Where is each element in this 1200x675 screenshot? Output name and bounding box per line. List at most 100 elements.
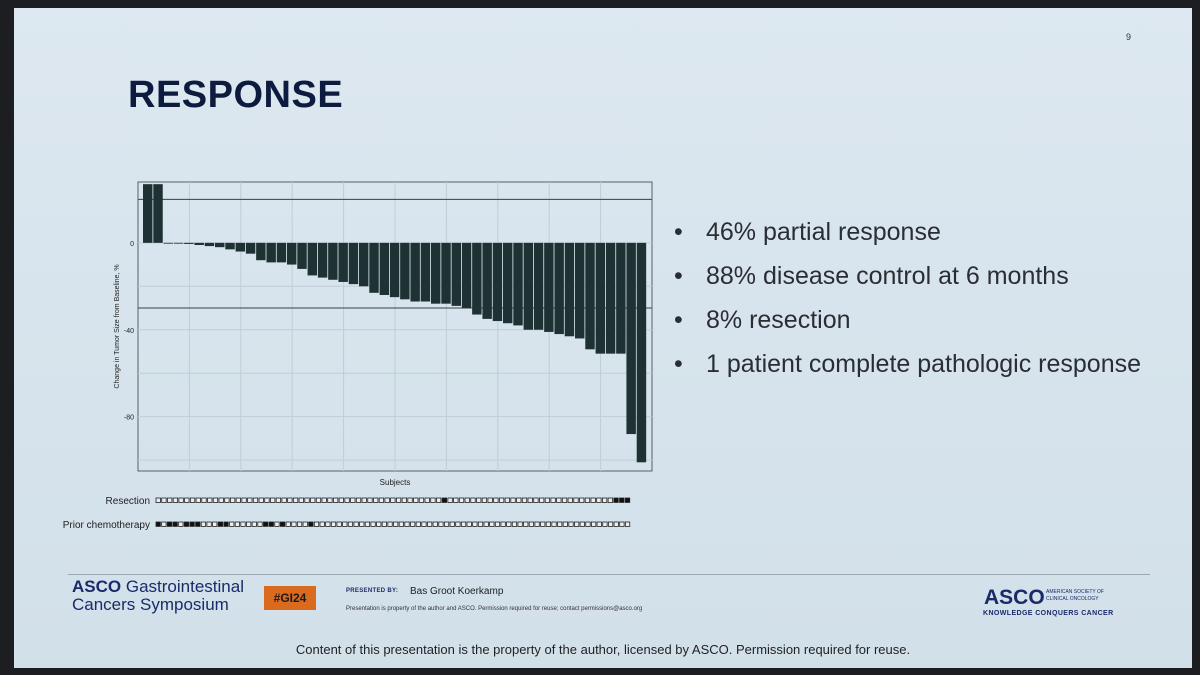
prior-chemo-square: [545, 521, 551, 527]
resection-square: [373, 497, 379, 503]
prior-chemo-square: [557, 521, 563, 527]
prior-chemo-square: [279, 521, 286, 527]
resection-square: [172, 497, 179, 503]
bar: [266, 242, 276, 263]
asco-tagline: KNOWLEDGE CONQUERS CANCER: [983, 610, 1114, 617]
prior-chemo-square: [596, 521, 602, 527]
y-tick-label: -40: [124, 328, 134, 335]
resection-square: [401, 497, 407, 503]
resection-square: [161, 497, 167, 503]
resection-square: [241, 497, 247, 503]
prior-chemo-square: [534, 521, 540, 527]
page-number: 9: [1126, 32, 1132, 42]
resection-square: [350, 497, 356, 503]
prior-chemo-square: [319, 521, 325, 527]
resection-square: [584, 497, 591, 503]
prior-chemo-square: [427, 521, 433, 527]
prior-chemo-square: [607, 521, 614, 527]
bar: [235, 242, 246, 252]
resection-square: [252, 497, 259, 503]
prior-chemo-square: [251, 521, 257, 527]
asco-society-line2: Clinical Oncology: [1046, 596, 1099, 602]
prior-chemo-square: [274, 521, 280, 527]
resection-square: [189, 497, 196, 503]
prior-chemo-square: [212, 521, 218, 527]
prior-chemo-square: [410, 521, 416, 527]
bar: [359, 242, 369, 287]
resection-square: [413, 497, 419, 503]
resection-square: [275, 497, 282, 503]
prior-chemo-square: [511, 521, 518, 527]
prior-chemo-square: [613, 521, 619, 527]
prior-chemo-square: [223, 521, 229, 527]
bar: [461, 242, 472, 309]
resection-square: [270, 497, 276, 503]
resection-square: [327, 497, 333, 503]
resection-square: [390, 497, 396, 503]
resection-square: [178, 497, 184, 503]
resection-row-label: Resection: [105, 496, 150, 507]
bar: [595, 242, 606, 354]
presenter-name: Bas Groot Koerkamp: [410, 586, 504, 597]
resection-square: [418, 497, 425, 503]
resection-square: [195, 497, 201, 503]
bar: [317, 242, 328, 278]
property-note: Presentation is property of the author a…: [346, 606, 643, 612]
resection-square: [315, 497, 322, 503]
resection-square: [476, 497, 482, 503]
resection-square: [395, 497, 402, 503]
prior-chemo-square: [370, 521, 376, 527]
resection-square: [493, 497, 499, 503]
prior-chemo-square: [568, 521, 574, 527]
resection-square: [264, 497, 270, 503]
resection-square: [579, 497, 585, 503]
bar: [184, 242, 194, 244]
bar: [492, 242, 503, 322]
bullet-list: • 46% partial response • 88% disease contr…: [674, 216, 1154, 392]
resection-square: [430, 497, 436, 503]
resection-square: [619, 497, 625, 503]
y-tick-label: 0: [130, 241, 134, 248]
bar: [503, 242, 513, 324]
prior-chemo-square: [528, 521, 535, 527]
resection-square: [310, 497, 316, 503]
resection-square: [458, 497, 465, 503]
prior-chemo-square: [466, 521, 472, 527]
symposium-line2: Cancers Symposium: [72, 595, 229, 614]
bar: [472, 242, 482, 315]
bar: [636, 242, 647, 463]
resection-square: [567, 497, 573, 503]
resection-square: [607, 497, 613, 503]
prior-chemo-square: [313, 521, 320, 527]
prior-chemo-square: [477, 521, 484, 527]
bar: [451, 242, 462, 306]
prior-chemo-square: [432, 521, 438, 527]
bar: [256, 242, 266, 261]
y-tick-label: -80: [124, 415, 134, 422]
bar: [369, 242, 379, 293]
prior-chemo-square: [540, 521, 546, 527]
resection-square: [556, 497, 562, 503]
bar: [400, 242, 410, 300]
resection-square: [613, 497, 619, 503]
resection-square: [384, 497, 390, 503]
prior-chemo-square: [619, 521, 625, 527]
bar: [523, 242, 534, 330]
resection-square: [441, 497, 448, 503]
bar: [605, 242, 616, 354]
resection-square: [367, 497, 373, 503]
resection-square: [573, 497, 579, 503]
bar: [410, 242, 420, 302]
resection-square: [229, 497, 236, 503]
resection-square: [361, 497, 367, 503]
bar: [297, 242, 307, 269]
bar: [626, 242, 636, 435]
prior-chemo-square: [460, 521, 467, 527]
resection-square: [155, 497, 161, 503]
resection-square: [218, 497, 224, 503]
prior-chemo-square: [472, 521, 478, 527]
bar: [544, 242, 554, 332]
footer-divider: [68, 574, 1150, 575]
resection-square: [304, 497, 310, 503]
bar: [575, 242, 585, 339]
